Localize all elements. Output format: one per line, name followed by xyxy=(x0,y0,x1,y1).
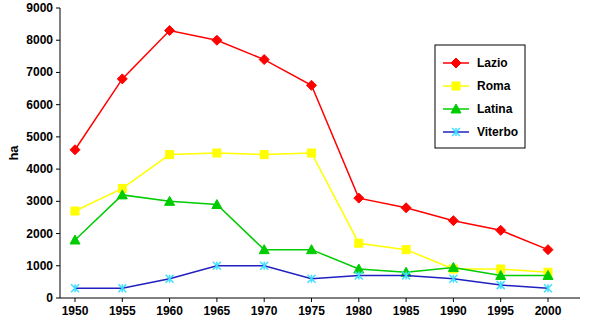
series-marker xyxy=(166,151,174,159)
y-tick xyxy=(56,169,60,170)
series-marker xyxy=(308,149,316,157)
y-tick-label: 9000 xyxy=(26,1,53,15)
series-marker xyxy=(165,196,175,205)
series-line xyxy=(75,31,548,250)
y-tick-label: 3000 xyxy=(26,194,53,208)
series-marker xyxy=(354,193,364,203)
y-tick-label: 1000 xyxy=(26,259,53,273)
series-marker xyxy=(496,225,506,235)
x-tick xyxy=(358,298,359,302)
series-marker xyxy=(307,245,317,254)
legend-label: Roma xyxy=(477,79,511,93)
series-marker xyxy=(212,35,222,45)
legend-marker xyxy=(452,82,460,90)
series-marker xyxy=(213,262,221,270)
legend-label: Lazio xyxy=(477,56,508,70)
series-marker xyxy=(166,275,174,283)
x-axis xyxy=(60,298,580,299)
series-marker xyxy=(165,26,175,36)
x-tick-label: 1955 xyxy=(109,304,136,318)
y-tick-label: 4000 xyxy=(26,162,53,176)
legend-label: Viterbo xyxy=(477,125,518,139)
x-tick-label: 2000 xyxy=(535,304,562,318)
chart: 0 1000 2000 3000 4000 5000 6000 7000 8000 9000 195… xyxy=(0,0,591,335)
series-marker xyxy=(71,284,79,292)
y-tick-label: 2000 xyxy=(26,227,53,241)
series-marker xyxy=(307,80,317,90)
series-line xyxy=(75,153,548,272)
x-tick-label: 1975 xyxy=(298,304,325,318)
x-tick xyxy=(548,298,549,302)
x-tick xyxy=(500,298,501,302)
series-marker xyxy=(402,246,410,254)
y-tick-label: 0 xyxy=(46,291,53,305)
y-axis xyxy=(60,8,61,298)
y-tick-label: 8000 xyxy=(26,33,53,47)
y-tick xyxy=(56,233,60,234)
x-tick xyxy=(169,298,170,302)
y-tick xyxy=(56,40,60,41)
x-tick xyxy=(216,298,217,302)
x-tick xyxy=(75,298,76,302)
series-marker xyxy=(118,284,126,292)
y-tick xyxy=(56,201,60,202)
legend: Lazio Roma Latina Viterbo xyxy=(435,45,525,148)
series-marker xyxy=(355,239,363,247)
series-marker xyxy=(259,55,269,65)
x-tick xyxy=(406,298,407,302)
legend-marker xyxy=(451,58,461,68)
series-marker xyxy=(260,262,268,270)
y-tick-label: 5000 xyxy=(26,130,53,144)
x-tick-label: 1965 xyxy=(204,304,231,318)
series-marker xyxy=(543,245,553,255)
series-marker xyxy=(70,145,80,155)
legend-marker xyxy=(452,128,460,136)
x-tick-label: 1985 xyxy=(393,304,420,318)
legend-label: Latina xyxy=(477,102,513,116)
y-tick xyxy=(56,8,60,9)
series-marker xyxy=(259,245,269,254)
series-line xyxy=(75,266,548,289)
series-marker xyxy=(213,149,221,157)
series-marker xyxy=(497,281,505,289)
series-marker xyxy=(71,207,79,215)
series-marker xyxy=(401,203,411,213)
series-line xyxy=(75,195,548,276)
x-tick-label: 1970 xyxy=(251,304,278,318)
x-tick xyxy=(264,298,265,302)
y-tick-label: 7000 xyxy=(26,65,53,79)
y-tick xyxy=(56,104,60,105)
series-marker xyxy=(355,271,363,279)
series-marker xyxy=(448,216,458,226)
series-marker xyxy=(212,200,222,209)
series-marker xyxy=(260,151,268,159)
series-marker xyxy=(70,235,80,244)
series-marker xyxy=(543,270,553,279)
x-tick xyxy=(311,298,312,302)
series-marker xyxy=(448,262,458,271)
series-marker xyxy=(117,74,127,84)
y-tick xyxy=(56,72,60,73)
x-tick xyxy=(122,298,123,302)
x-tick-label: 1995 xyxy=(487,304,514,318)
series-marker xyxy=(402,271,410,279)
x-tick-label: 1980 xyxy=(345,304,372,318)
y-tick xyxy=(56,298,60,299)
series-marker xyxy=(117,190,127,199)
x-tick-label: 1960 xyxy=(156,304,183,318)
series-marker xyxy=(308,275,316,283)
legend-marker xyxy=(451,104,461,113)
x-tick xyxy=(453,298,454,302)
y-tick xyxy=(56,265,60,266)
series-marker xyxy=(496,270,506,279)
y-tick-label: 6000 xyxy=(26,98,53,112)
x-tick-label: 1950 xyxy=(62,304,89,318)
legend-box xyxy=(435,45,525,148)
y-tick xyxy=(56,136,60,137)
x-tick-label: 1990 xyxy=(440,304,467,318)
series-marker xyxy=(449,275,457,283)
series-marker xyxy=(544,284,552,292)
y-axis-label: ha xyxy=(6,145,21,161)
plot-area xyxy=(70,26,553,293)
